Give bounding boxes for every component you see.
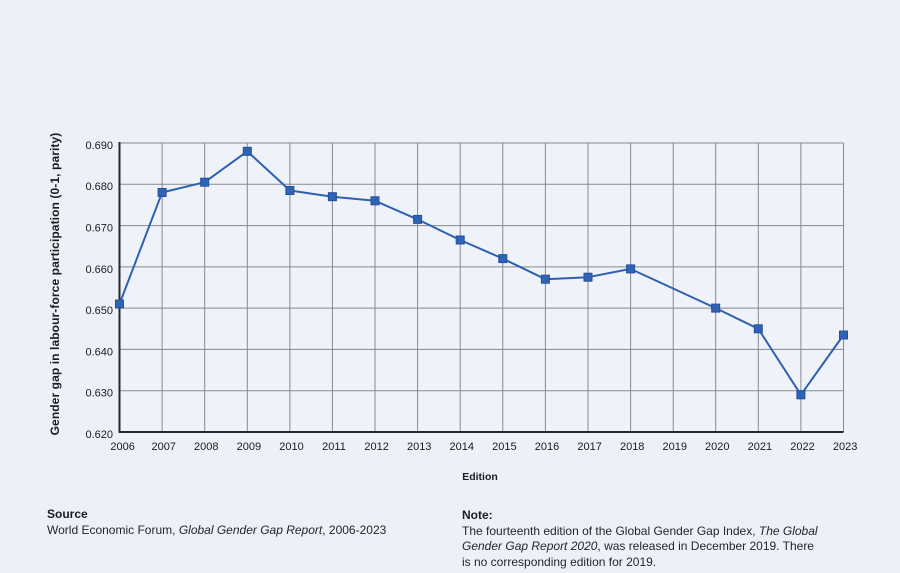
svg-text:0.660: 0.660 xyxy=(85,264,113,276)
svg-text:2022: 2022 xyxy=(790,441,814,453)
svg-text:0.690: 0.690 xyxy=(85,140,113,152)
svg-text:2014: 2014 xyxy=(450,441,474,453)
svg-text:2006: 2006 xyxy=(110,441,134,453)
svg-text:2011: 2011 xyxy=(322,441,346,453)
svg-text:0.640: 0.640 xyxy=(85,346,113,358)
svg-text:2018: 2018 xyxy=(620,441,644,453)
svg-text:2009: 2009 xyxy=(237,441,261,453)
svg-text:2008: 2008 xyxy=(194,441,218,453)
svg-text:2021: 2021 xyxy=(748,441,772,453)
svg-text:0.680: 0.680 xyxy=(85,181,113,193)
svg-text:2017: 2017 xyxy=(577,441,601,453)
svg-text:2010: 2010 xyxy=(279,441,303,453)
svg-text:2013: 2013 xyxy=(407,441,431,453)
svg-text:2023: 2023 xyxy=(833,441,857,453)
svg-text:0.630: 0.630 xyxy=(85,388,113,400)
svg-text:2012: 2012 xyxy=(364,441,388,453)
svg-text:2016: 2016 xyxy=(535,441,559,453)
svg-text:0.670: 0.670 xyxy=(85,223,113,235)
svg-text:2019: 2019 xyxy=(663,441,687,453)
svg-text:2015: 2015 xyxy=(492,441,516,453)
svg-text:2007: 2007 xyxy=(151,441,175,453)
svg-text:0.620: 0.620 xyxy=(85,429,113,441)
svg-text:0.650: 0.650 xyxy=(85,305,113,317)
svg-text:2020: 2020 xyxy=(705,441,729,453)
